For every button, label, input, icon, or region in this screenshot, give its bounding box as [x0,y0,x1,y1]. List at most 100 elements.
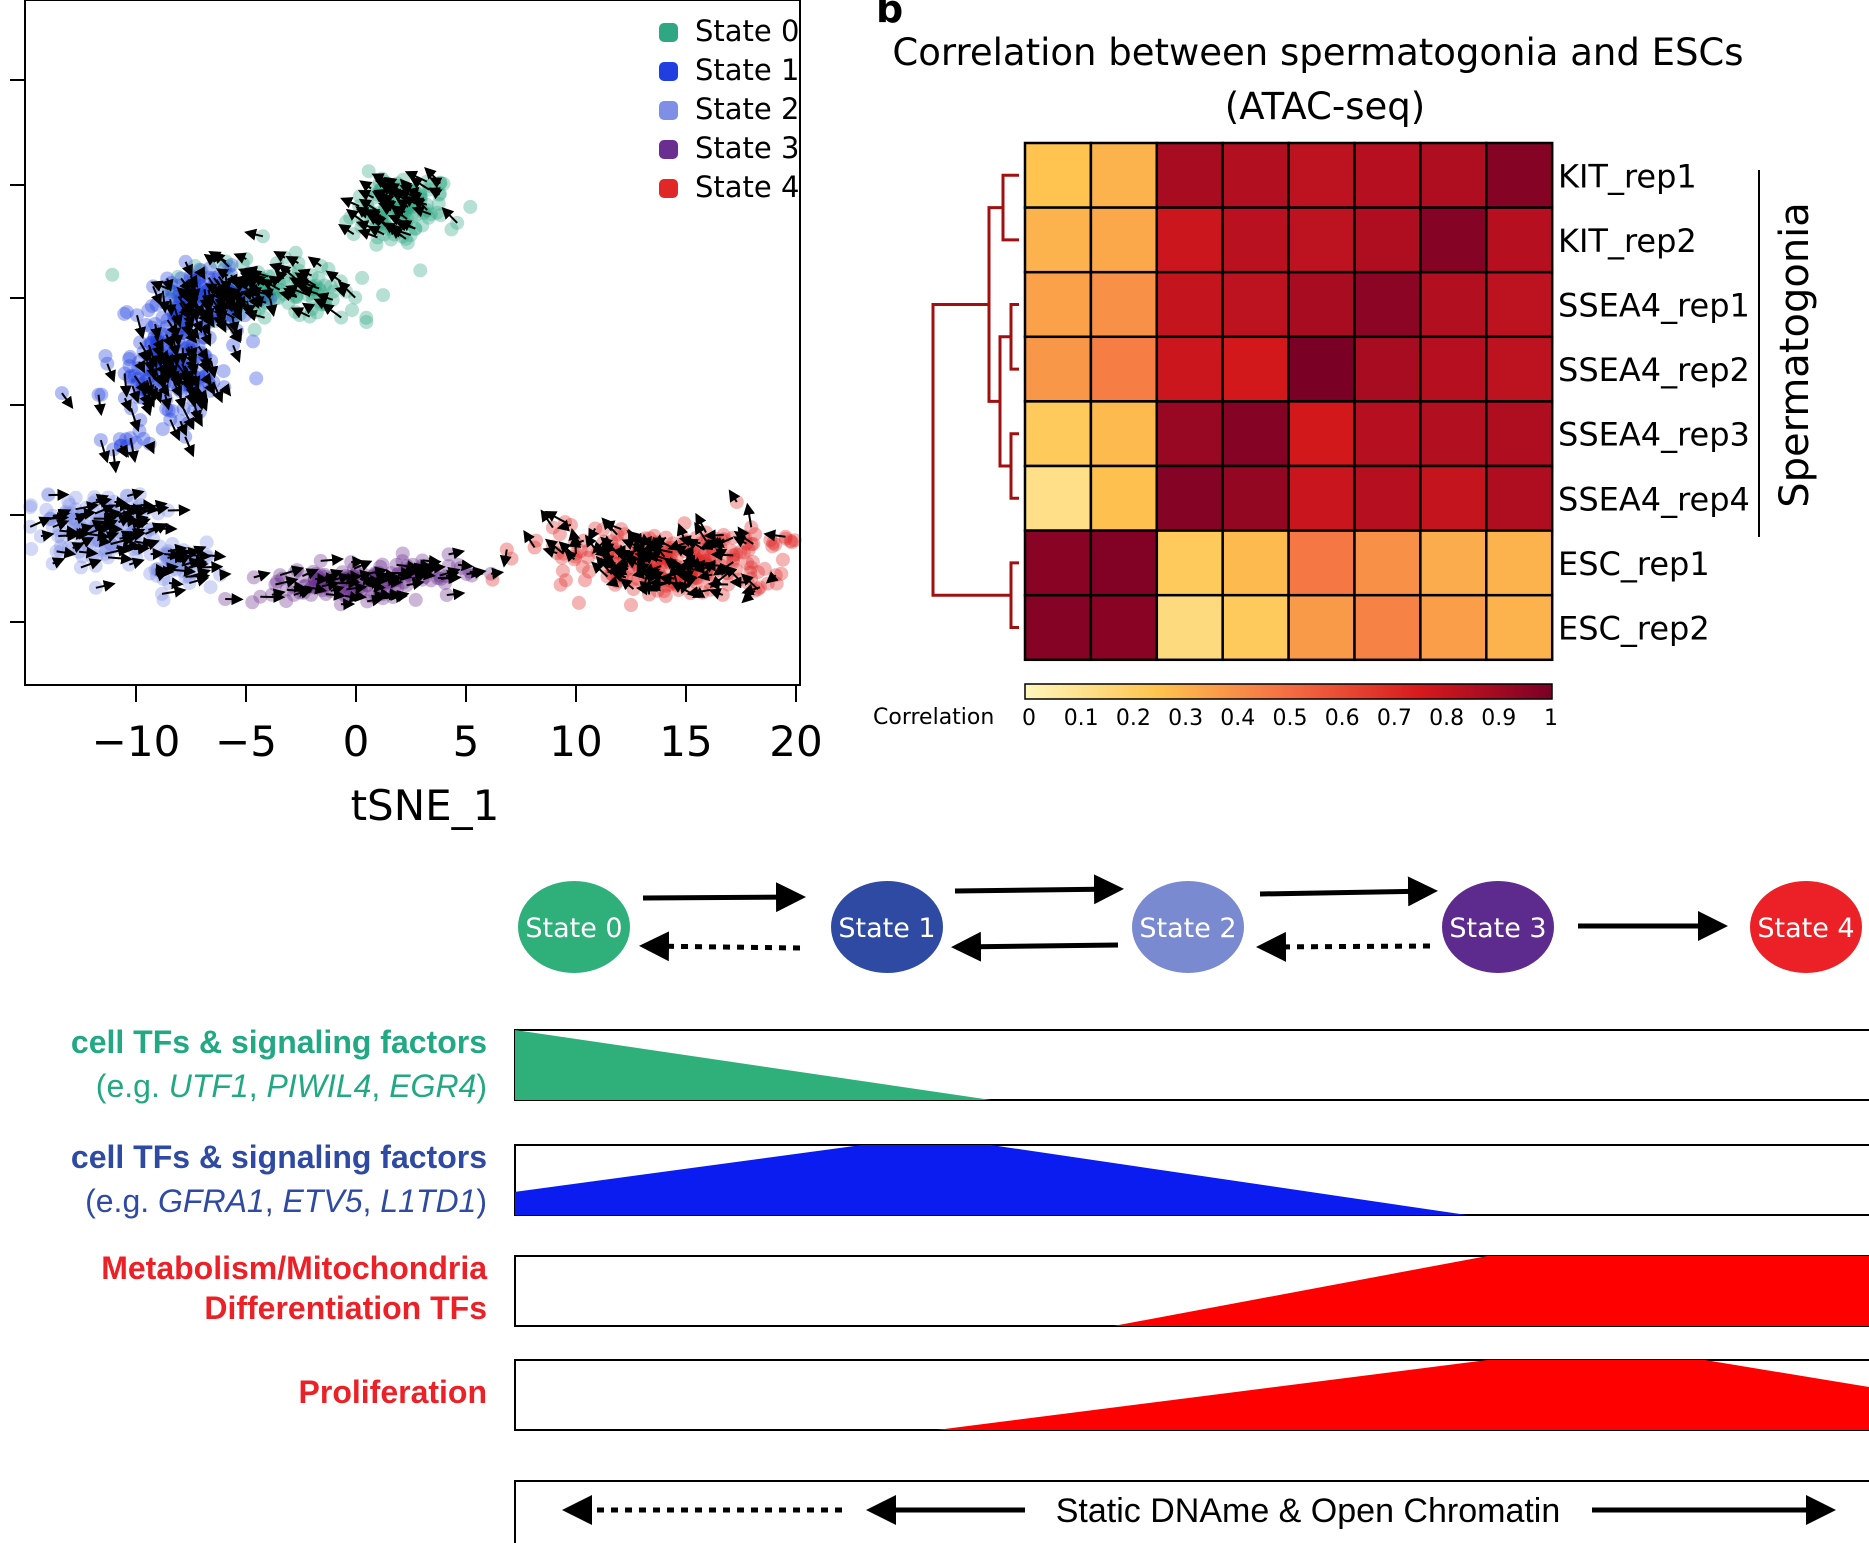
colorbar-tick-label: 0.6 [1325,706,1360,731]
velocity-arrow [636,561,650,574]
heatmap-cell [1221,464,1290,532]
velocity-arrow [212,312,225,329]
velocity-arrow [728,489,741,503]
state-node [1442,881,1554,973]
cell-point [421,210,436,225]
velocity-arrow [139,341,152,362]
state-node [1750,881,1862,973]
cell-point [741,542,756,557]
velocity-arrow [166,319,179,337]
velocity-arrow [133,542,150,555]
velocity-arrow [80,558,102,570]
velocity-arrow [50,512,70,525]
cell-point [387,581,402,596]
velocity-arrow [605,575,620,588]
row-label: SSEA4_rep3 [1558,416,1750,454]
track-label: cell TFs & signaling factors [71,1024,487,1060]
heatmap-cell [1419,141,1488,209]
velocity-arrow [639,533,652,547]
velocity-arrow [143,440,155,455]
heatmap-cell [1089,206,1159,274]
velocity-arrow [683,555,696,573]
velocity-arrow [704,539,721,551]
velocity-arrow [596,556,616,569]
velocity-arrow [446,588,466,601]
velocity-arrow [591,561,609,578]
chromatin-label: Static DNAme & Open Chromatin [1056,1492,1561,1530]
velocity-arrow [396,560,420,573]
velocity-arrow [186,345,198,361]
velocity-arrow [29,516,52,528]
velocity-arrow [181,261,193,277]
velocity-arrow [387,214,405,226]
row-label: KIT_rep2 [1558,222,1697,260]
velocity-arrow [293,580,307,593]
expression-tracks: cell TFs & signaling factors (e.g. UTF1, … [71,1024,1869,1431]
velocity-arrow [40,529,55,542]
heatmap-cell [1155,206,1224,274]
velocity-arrow [659,572,675,585]
velocity-arrow [710,548,734,561]
velocity-arrow [429,187,443,200]
velocity-arrow [135,506,148,519]
velocity-arrow [626,530,640,543]
y-axis [10,79,25,623]
velocity-arrow [285,284,309,296]
velocity-arrow [176,347,189,366]
heatmap-title: Correlation between spermatogonia and ES… [892,31,1743,74]
velocity-arrow [302,568,319,580]
velocity-arrow [244,228,264,241]
velocity-arrow [334,285,348,298]
x-tick-label: 0 [343,717,370,766]
plot-frame [24,0,801,686]
velocity-arrow [697,569,713,582]
velocity-arrow [499,549,512,568]
cell-point [123,349,138,364]
heatmap-cell [1287,270,1356,339]
cell-point [359,310,374,325]
velocity-arrow [367,580,387,593]
cell-point [326,284,341,299]
dendrogram-branch [1009,432,1019,500]
x-tick-label: 15 [659,717,712,766]
heatmap-cell [1089,464,1159,532]
cell-point [270,574,285,589]
cell-point [400,235,415,250]
velocity-arrow [279,565,305,578]
velocity-arrow [99,531,120,543]
cell-point [23,500,38,515]
cell-point [369,237,384,252]
velocity-arrow [189,549,212,562]
velocity-arrow [150,548,165,561]
velocity-arrow [71,542,85,554]
velocity-arrow [106,507,122,520]
velocity-arrow [564,549,577,563]
velocity-arrow [466,566,487,579]
cell-point [733,544,748,559]
cell-point [143,566,158,581]
heatmap-cell [1155,141,1224,209]
velocity-arrow [108,449,121,474]
velocity-arrow [127,488,145,501]
velocity-arrow [325,270,342,283]
cell-point [122,359,137,374]
cell-point [117,306,132,321]
velocity-arrow [652,534,667,546]
velocity-arrow [445,569,460,582]
velocity-arrow [681,548,694,561]
velocity-arrow [120,397,132,413]
dendrogram-branch [1009,561,1019,629]
cell-point [202,261,217,276]
velocity-arrow [167,550,192,563]
heatmap-cell [1353,270,1422,339]
heatmap-cell [1155,270,1224,339]
cell-point [558,573,573,588]
x-axis-title: tSNE_1 [351,781,500,830]
x-tick-label: −10 [92,717,181,766]
legend-swatch [659,23,678,42]
cell-point [23,498,38,513]
velocity-arrow [345,208,364,223]
heatmap-cell [1287,400,1356,468]
velocity-arrow [379,588,402,601]
velocity-arrow [104,363,116,383]
